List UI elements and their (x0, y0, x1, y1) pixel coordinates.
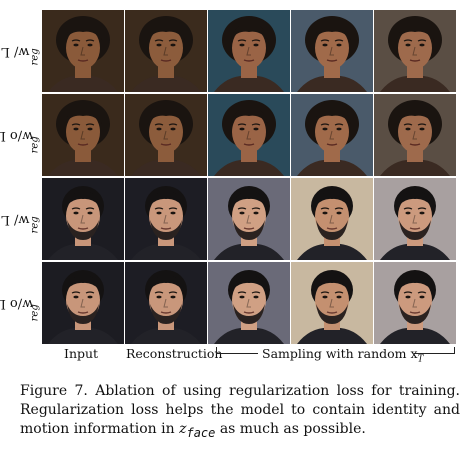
caption-tail: as much as possible. (219, 421, 366, 437)
portrait-man-image (42, 178, 124, 260)
portrait-drawing (208, 178, 290, 260)
portrait-woman-image (208, 94, 290, 176)
row-label-main: w/o L (0, 127, 34, 143)
bracket-left-tick (216, 347, 217, 354)
portrait-drawing (42, 262, 124, 344)
col-label-sampling: Sampling with random xT (262, 346, 424, 365)
portrait-man-image (208, 178, 290, 260)
portrait-woman-image (125, 10, 207, 92)
portrait-drawing (125, 10, 207, 92)
portrait-woman-image (374, 94, 456, 176)
portrait-drawing (374, 178, 456, 260)
portrait-drawing (291, 178, 373, 260)
portrait-man-image (374, 262, 456, 344)
portrait-man-image (125, 178, 207, 260)
portrait-drawing (208, 262, 290, 344)
col-label-reconstruction: Reconstruction (126, 346, 223, 361)
column-labels: Input Reconstruction Sampling with rando… (42, 346, 456, 365)
portrait-drawing (291, 262, 373, 344)
portrait-drawing (125, 94, 207, 176)
bracket-right-tick (454, 347, 455, 354)
portrait-drawing (42, 10, 124, 92)
portrait-man-image (125, 262, 207, 344)
portrait-woman-image (291, 94, 373, 176)
portrait-woman-image (208, 10, 290, 92)
portrait-woman-image (125, 94, 207, 176)
row-label-sub: reg (29, 216, 41, 234)
col-label-sampling-sub: T (417, 354, 424, 365)
portrait-drawing (291, 10, 373, 92)
col-label-sampling-text: Sampling with random x (262, 346, 418, 361)
row-label-sub: reg (29, 48, 41, 66)
row-label-main: w/ L (1, 211, 30, 227)
portrait-drawing (208, 10, 290, 92)
portrait-woman-image (291, 10, 373, 92)
row-label-main: w/ L (1, 43, 30, 59)
portrait-woman-image (42, 94, 124, 176)
image-grid (42, 10, 456, 344)
portrait-drawing (374, 10, 456, 92)
portrait-drawing (42, 94, 124, 176)
portrait-drawing (374, 94, 456, 176)
caption-var-letter: z (179, 421, 187, 437)
portrait-man-image (291, 262, 373, 344)
bracket-right-line (414, 353, 454, 354)
col-label-input: Input (64, 346, 99, 361)
bracket-left-line (216, 353, 258, 354)
portrait-drawing (208, 94, 290, 176)
figure-caption: Figure 7. Ablation of using regularizati… (20, 382, 460, 443)
portrait-woman-image (374, 10, 456, 92)
row-label-main: w/o L (0, 295, 34, 311)
portrait-man-image (291, 178, 373, 260)
portrait-drawing (374, 262, 456, 344)
caption-text: Figure 7. Ablation of using regularizati… (20, 383, 460, 437)
caption-var-sub: face (186, 425, 216, 440)
portrait-woman-image (42, 10, 124, 92)
portrait-man-image (42, 262, 124, 344)
portrait-drawing (291, 94, 373, 176)
portrait-man-image (208, 262, 290, 344)
portrait-drawing (125, 262, 207, 344)
portrait-drawing (125, 178, 207, 260)
portrait-man-image (374, 178, 456, 260)
caption-var: zface (179, 421, 216, 440)
portrait-drawing (42, 178, 124, 260)
